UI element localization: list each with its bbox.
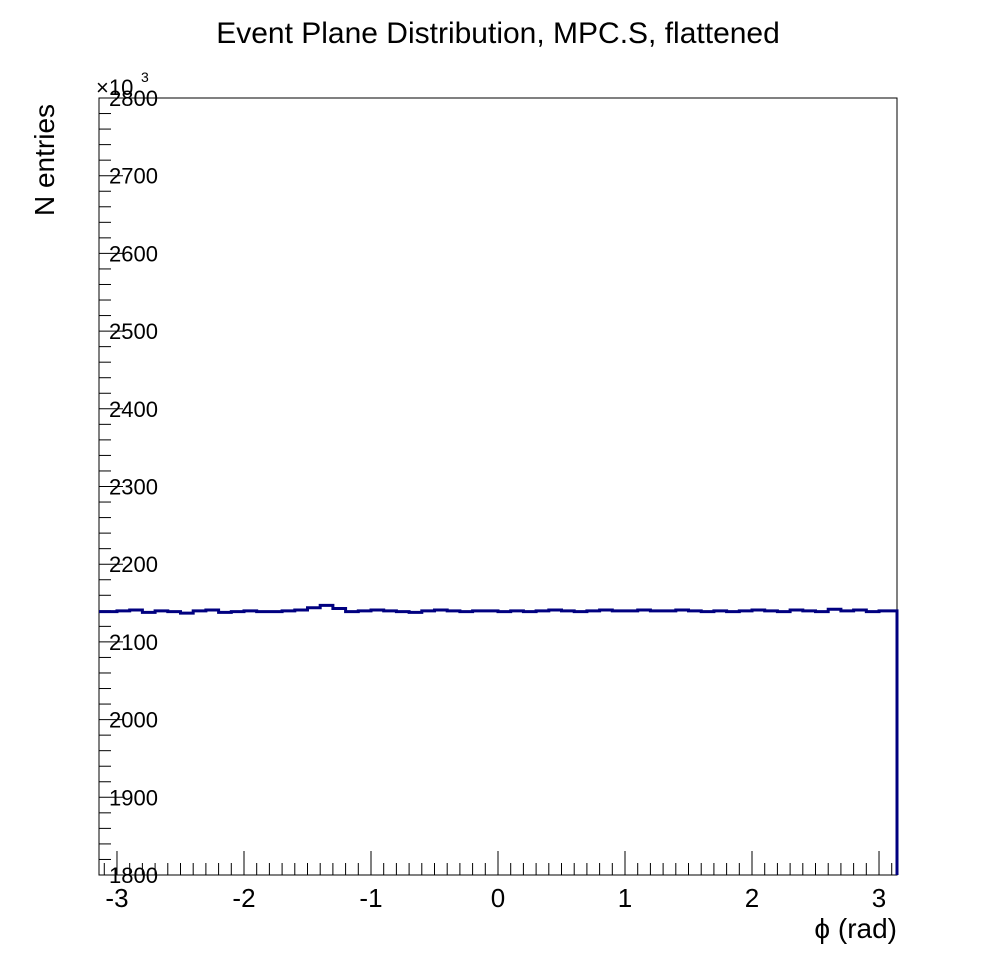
y-tick-label: 2300 (109, 475, 158, 500)
y-axis-ticks (99, 97, 123, 876)
y-tick-label: 1800 (109, 863, 158, 888)
x-axis-tick-labels: -3 -2 -1 0 1 2 3 (105, 883, 886, 913)
y-axis-tick-labels: 1800 1900 2000 2100 2200 2300 2400 2500 2600 2700… (109, 86, 158, 888)
y-tick-label: 2700 (109, 164, 158, 189)
y-multiplier-exponent: 3 (141, 69, 149, 85)
y-tick-label: 2800 (109, 86, 158, 111)
y-tick-label: 2200 (109, 552, 158, 577)
x-tick-label: 0 (491, 883, 505, 913)
y-multiplier: ×10 3 (96, 69, 149, 100)
y-axis-label: N entries (29, 104, 60, 216)
x-axis-label: ϕ (rad) (814, 913, 897, 944)
y-tick-label: 2400 (109, 397, 158, 422)
data-series-line (99, 603, 899, 875)
y-tick-label: 2100 (109, 630, 158, 655)
plot-frame (98, 97, 898, 876)
x-tick-label: -2 (232, 883, 255, 913)
y-multiplier-base: ×10 (96, 75, 133, 100)
x-tick-label: 3 (872, 883, 886, 913)
y-tick-label: 2600 (109, 241, 158, 266)
x-tick-label: -1 (359, 883, 382, 913)
series-layer (99, 603, 899, 875)
y-tick-label: 1900 (109, 785, 158, 810)
chart-title: Event Plane Distribution, MPC.S, flatten… (216, 17, 780, 50)
y-tick-label: 2500 (109, 319, 158, 344)
x-tick-label: 2 (745, 883, 759, 913)
y-tick-label: 2000 (109, 708, 158, 733)
x-tick-label: -3 (105, 883, 128, 913)
x-tick-label: 1 (618, 883, 632, 913)
x-axis-ticks (103, 851, 893, 875)
